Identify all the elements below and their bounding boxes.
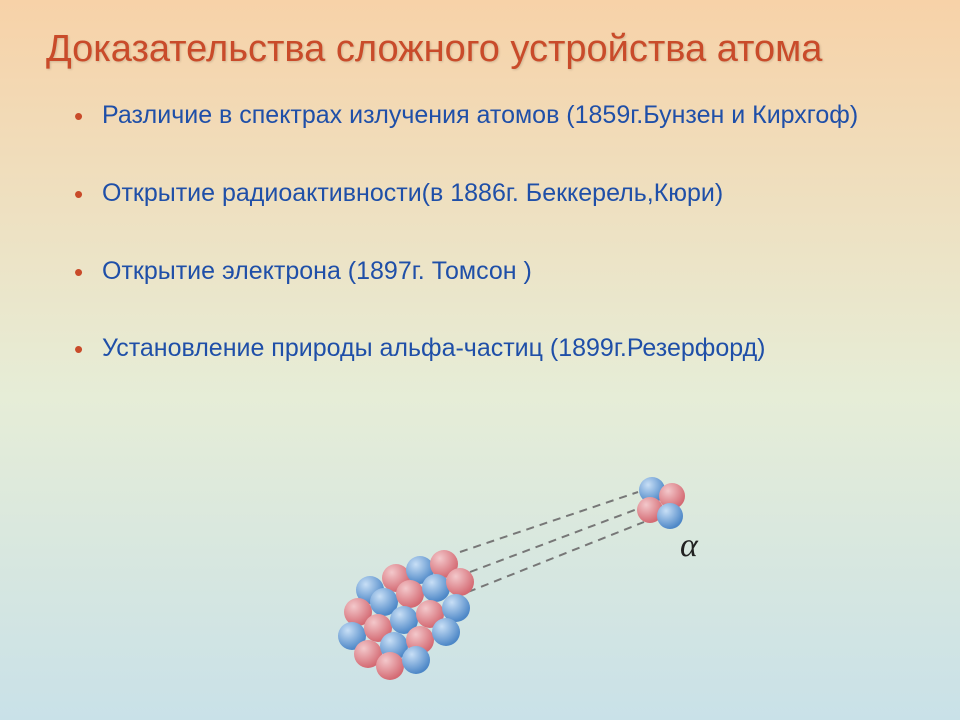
alpha-label: α <box>680 527 699 564</box>
slide: Доказательства сложного устройства атома… <box>0 0 960 720</box>
slide-title: Доказательства сложного устройства атома <box>46 28 920 71</box>
alpha-decay-diagram: α <box>300 460 740 680</box>
bullet-item: Открытие электрона (1897г. Томсон ) <box>74 255 920 289</box>
nucleus-icon <box>338 550 474 680</box>
bullet-list: Различие в спектрах излучения атомов (18… <box>40 99 920 366</box>
bullet-item: Открытие радиоактивности(в 1886г. Беккер… <box>74 177 920 211</box>
bullet-item: Различие в спектрах излучения атомов (18… <box>74 99 920 133</box>
alpha-particle-icon <box>637 477 685 529</box>
bullet-item: Установление природы альфа-частиц (1899г… <box>74 332 920 366</box>
